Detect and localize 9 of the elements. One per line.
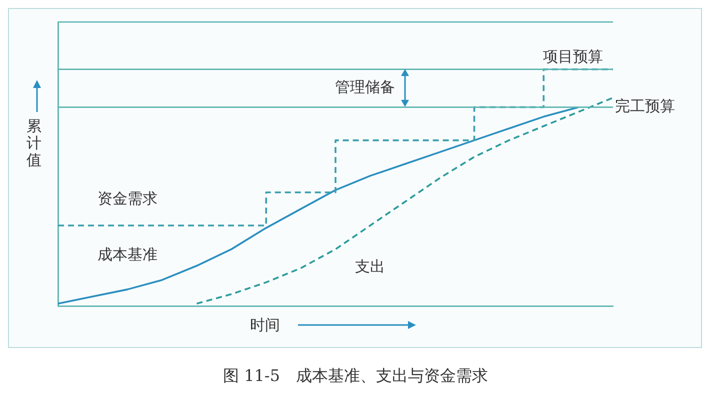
ref-line-label: 项目预算: [543, 48, 603, 66]
caption: 图 11-5 成本基准、支出与资金需求: [222, 366, 490, 387]
series-label: 成本基准: [97, 245, 158, 264]
series-label: 资金需求: [97, 189, 158, 208]
series-label: 支出: [355, 257, 386, 276]
y-axis-title: 累计值: [26, 117, 42, 169]
ref-line-label: 完工预算: [615, 97, 675, 116]
x-axis-title: 时间: [250, 316, 280, 335]
annotation: 管理储备: [334, 78, 395, 96]
